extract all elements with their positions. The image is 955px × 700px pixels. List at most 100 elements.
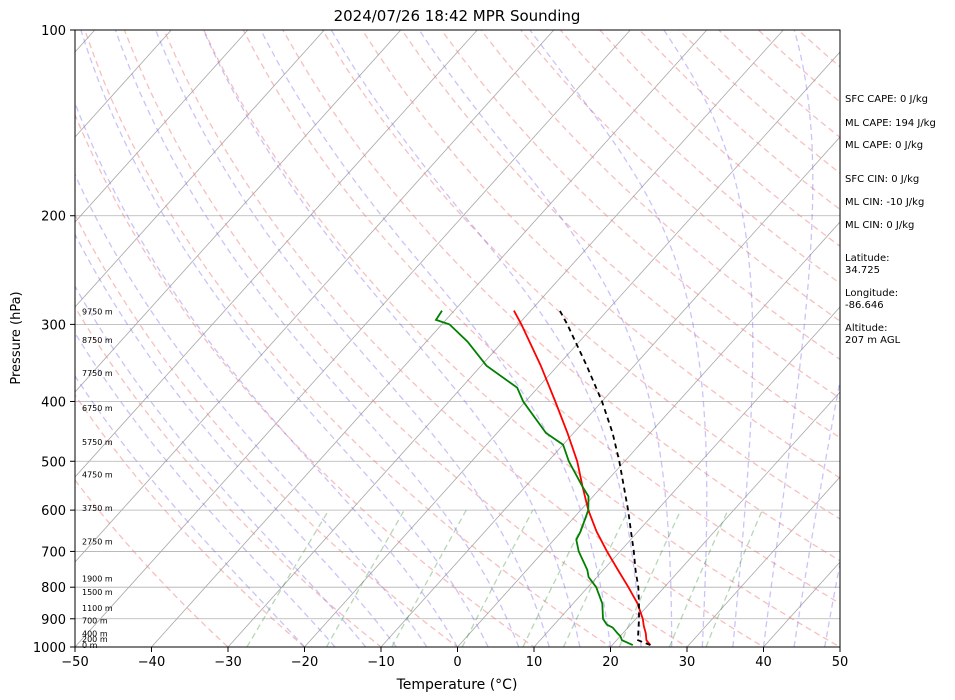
x-tick-label: 0 xyxy=(453,655,461,670)
dry-adiabat-line xyxy=(75,112,536,647)
x-axis-label: Temperature (°C) xyxy=(396,677,518,693)
height-label: 3750 m xyxy=(82,504,113,513)
height-label: 1900 m xyxy=(82,575,113,584)
series-group xyxy=(434,310,652,646)
background-lines xyxy=(75,30,840,647)
height-label: 700 m xyxy=(82,616,108,625)
moist-adiabat-line xyxy=(75,233,397,647)
height-label: 400 m xyxy=(82,629,108,638)
x-tick-label: 40 xyxy=(755,655,772,670)
height-label: 9750 m xyxy=(82,308,113,317)
dry-adiabat-line xyxy=(282,30,840,562)
height-label: 0 m xyxy=(82,641,98,650)
latitude-label: Latitude: xyxy=(845,253,890,264)
dry-adiabat-line xyxy=(361,30,840,479)
height-label: 5750 m xyxy=(82,438,113,447)
isotherm-line xyxy=(151,30,708,647)
dry-adiabat-line xyxy=(75,393,306,647)
x-tick-label: −30 xyxy=(214,655,241,670)
dry-adiabat-line xyxy=(75,213,459,647)
moist-adiabat-line xyxy=(418,30,673,647)
y-tick-label: 200 xyxy=(41,210,66,225)
height-label: 6750 m xyxy=(82,404,113,413)
ml-cin-2-text: ML CIN: 0 J/kg xyxy=(845,220,914,231)
mixing-ratio-line xyxy=(562,509,629,647)
dry-adiabat-line xyxy=(84,30,612,647)
isotherm-line xyxy=(75,30,402,393)
moist-adiabat-line xyxy=(114,30,520,647)
y-tick-label: 100 xyxy=(41,24,66,39)
height-label: 1100 m xyxy=(82,604,113,613)
x-tick-label: 30 xyxy=(679,655,696,670)
sfc-cape-text: SFC CAPE: 0 J/kg xyxy=(845,94,928,105)
dry-adiabat-line xyxy=(123,30,689,647)
isotherm-line xyxy=(75,30,631,647)
moist-adiabat-line xyxy=(793,377,840,647)
y-tick-label: 900 xyxy=(41,613,66,628)
altitude-label: Altitude: xyxy=(845,323,887,334)
dry-adiabat-line xyxy=(75,305,383,647)
temperature-line xyxy=(513,310,652,646)
altitude-value: 207 m AGL xyxy=(845,335,901,346)
isotherm-line xyxy=(533,306,840,647)
y-tick-label: 1000 xyxy=(33,641,66,656)
mixing-ratio-line xyxy=(618,509,682,647)
y-tick-label: 600 xyxy=(41,504,66,519)
dry-adiabat-line xyxy=(242,30,840,605)
mixing-ratio-line xyxy=(668,509,729,647)
moist-adiabat-line xyxy=(202,30,581,647)
isotherm-line xyxy=(75,30,249,223)
height-labels: 9750 m 8750 m 7750 m 6750 m 5750 m 4750 m 3750… xyxy=(82,308,113,651)
height-label: 1500 m xyxy=(82,588,113,597)
isotherm-line xyxy=(380,136,840,647)
height-label: 7750 m xyxy=(82,369,113,378)
plot-frame xyxy=(74,29,841,648)
moist-adiabat-line xyxy=(824,560,840,647)
isotherm-line xyxy=(686,476,840,647)
moist-adiabat-line xyxy=(762,30,814,647)
sfc-cin-text: SFC CIN: 0 J/kg xyxy=(845,174,919,185)
moist-adiabat-line xyxy=(75,173,428,647)
x-tick-label: 10 xyxy=(526,655,543,670)
x-tick-label: 20 xyxy=(602,655,619,670)
moist-adiabat-line xyxy=(260,30,612,647)
moist-adiabat-line xyxy=(663,30,754,647)
stats-panel: SFC CAPE: 0 J/kg ML CAPE: 194 J/kg ML CA… xyxy=(845,94,936,346)
isotherm-line xyxy=(75,30,325,308)
y-tick-label: 500 xyxy=(41,455,66,470)
isotherm-line xyxy=(304,51,840,647)
height-label: 4750 m xyxy=(82,470,113,479)
dry-adiabat-line xyxy=(163,30,765,647)
mixing-ratio-line xyxy=(461,509,534,647)
mixing-ratio-line xyxy=(705,509,763,647)
isotherm-line xyxy=(75,30,555,563)
height-label: 200 m xyxy=(82,635,108,644)
moist-adiabat-line xyxy=(154,30,550,647)
isotherm-line xyxy=(227,30,784,647)
latitude-value: 34.725 xyxy=(845,265,880,276)
mixing-ratio-line xyxy=(325,509,405,647)
ml-cape-text: ML CAPE: 194 J/kg xyxy=(845,118,936,129)
y-tick-label: 800 xyxy=(41,581,66,596)
x-axis: −50 −40 −30 −20 −10 0 10 20 30 40 50 xyxy=(61,647,848,670)
y-tick-label: 300 xyxy=(41,318,66,333)
ml-cin-text: ML CIN: -10 J/kg xyxy=(845,197,924,208)
height-label: 2750 m xyxy=(82,538,113,547)
dewpoint-line xyxy=(434,310,634,646)
x-tick-label: −40 xyxy=(138,655,165,670)
dry-adiabat-line xyxy=(203,30,840,647)
moist-adiabat-line xyxy=(529,30,708,647)
isotherm-line xyxy=(75,30,172,138)
isotherm-line xyxy=(610,391,840,647)
y-tick-label: 400 xyxy=(41,395,66,410)
x-tick-label: 50 xyxy=(832,655,849,670)
y-axis: 100 200 300 400 500 600 700 800 900 1000 xyxy=(33,24,75,656)
height-label: 8750 m xyxy=(82,336,113,345)
x-tick-label: −10 xyxy=(367,655,394,670)
moist-adiabat-line xyxy=(80,30,489,647)
dry-adiabat-line xyxy=(520,30,840,322)
mixing-ratio-line xyxy=(391,509,467,647)
x-tick-label: −50 xyxy=(61,655,88,670)
mixing-ratio-line xyxy=(522,509,591,647)
